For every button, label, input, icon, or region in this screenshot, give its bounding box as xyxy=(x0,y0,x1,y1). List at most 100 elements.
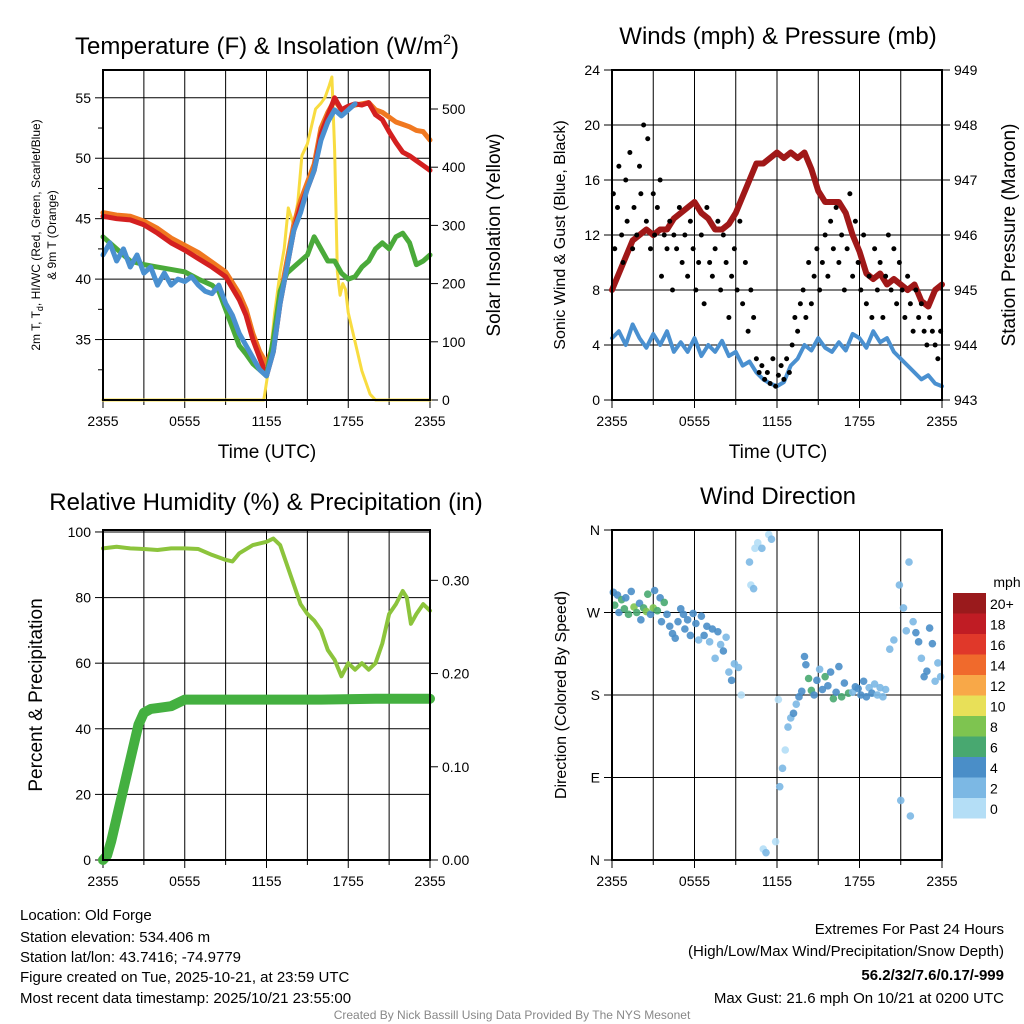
gust-point xyxy=(814,246,820,252)
y2-tick-label: 0 xyxy=(442,392,450,408)
gust-point xyxy=(885,232,891,238)
wind-direction-point xyxy=(771,837,780,846)
y-tick-label: 16 xyxy=(584,172,600,188)
legend-swatch xyxy=(953,675,986,696)
x-tick-label: 2355 xyxy=(414,873,445,889)
gust-point xyxy=(888,287,894,293)
y2-tick-label: 943 xyxy=(954,392,978,408)
extremes-values: 56.2/32/7.6/0.17/-999 xyxy=(861,967,1004,984)
y-tick-label: 55 xyxy=(75,90,91,106)
gust-point xyxy=(737,218,743,224)
x-tick-label: 2355 xyxy=(596,413,627,429)
gust-point xyxy=(664,246,670,252)
wind-direction-point xyxy=(928,639,937,648)
y-tick-label: 0 xyxy=(592,392,600,408)
legend-label: 10 xyxy=(990,699,1006,715)
y-axis-label: Percent & Precipitation xyxy=(26,598,47,791)
panel-wind-direction: Wind Direction Direction (Colored By Spe… xyxy=(553,483,1021,799)
wind-direction-point xyxy=(692,619,700,628)
station-info: Location: Old Forge Station elevation: 5… xyxy=(20,907,351,1007)
gust-point xyxy=(789,342,795,348)
wind-direction-point xyxy=(665,622,674,631)
extremes-legend: (High/Low/Max Wind/Precipitation/Snow De… xyxy=(688,943,1004,960)
wind-direction-point xyxy=(906,812,915,820)
gust-point xyxy=(836,260,842,265)
gust-point xyxy=(850,273,856,279)
wind-direction-point xyxy=(719,647,728,655)
gust-point xyxy=(759,363,765,369)
y-tick-label: S xyxy=(591,687,600,703)
gust-point xyxy=(740,301,746,307)
gust-point xyxy=(634,232,640,238)
gust-point xyxy=(916,315,922,320)
series-line-hi-wc xyxy=(100,101,358,379)
wind-direction-point xyxy=(840,679,849,687)
y2-tick-label: 200 xyxy=(442,276,466,292)
x-tick-label: 2355 xyxy=(926,413,957,429)
legend-swatch xyxy=(953,757,986,778)
gust-point xyxy=(667,218,673,224)
y2-tick-label: 500 xyxy=(442,101,466,117)
gust-point xyxy=(913,287,919,293)
gust-point xyxy=(786,370,792,375)
wind-direction-point xyxy=(789,709,798,718)
wind-direction-point xyxy=(683,616,692,624)
wind-direction-point xyxy=(660,598,669,607)
x-tick-label: 0555 xyxy=(679,413,710,429)
gust-point xyxy=(682,232,688,238)
y-tick-label: 20 xyxy=(584,117,600,133)
wind-direction-point xyxy=(671,634,680,642)
gust-point xyxy=(803,315,809,320)
gust-point xyxy=(841,287,847,293)
series-line-pressure xyxy=(609,149,945,310)
wind-direction-point xyxy=(804,674,813,683)
gust-point xyxy=(883,273,889,279)
gust-point xyxy=(927,315,933,320)
y-tick-label: 8 xyxy=(592,282,600,298)
wind-direction-point xyxy=(859,677,868,686)
wind-direction-point xyxy=(931,677,939,686)
legend-label: 4 xyxy=(990,760,998,776)
y-tick-label: 60 xyxy=(75,655,91,671)
gust-point xyxy=(734,287,740,293)
legend-label: 20+ xyxy=(990,596,1014,612)
wind-direction-point xyxy=(912,628,920,637)
wind-direction-point xyxy=(800,652,809,661)
legend-label: 12 xyxy=(990,678,1006,694)
y-tick-label: 4 xyxy=(592,337,600,353)
gust-point xyxy=(847,191,853,197)
wind-direction-point xyxy=(832,688,840,697)
gust-point xyxy=(657,177,663,183)
gust-point xyxy=(910,328,916,334)
gust-point xyxy=(696,260,702,265)
y2-tick-label: 948 xyxy=(954,117,978,133)
wind-direction-point xyxy=(821,672,829,681)
wind-direction-point xyxy=(643,590,652,598)
gust-point xyxy=(800,287,806,293)
gust-point xyxy=(894,301,900,307)
x-tick-label: 1155 xyxy=(251,873,281,889)
series-line-rh xyxy=(101,536,432,679)
gust-point xyxy=(631,205,637,210)
y-tick-label: N xyxy=(590,852,600,868)
wind-direction-point xyxy=(835,662,843,671)
panel-title: Winds (mph) & Pressure (mb) xyxy=(619,23,936,50)
gust-point xyxy=(641,122,647,128)
gust-point xyxy=(670,287,675,293)
wind-direction-point xyxy=(890,636,898,644)
wind-direction-point xyxy=(679,610,688,619)
gust-point xyxy=(623,177,629,183)
wind-direction-point xyxy=(837,693,846,701)
wind-direction-point xyxy=(917,654,926,663)
y-tick-label: W xyxy=(587,605,601,621)
wind-direction-point xyxy=(923,667,931,675)
legend-label: 6 xyxy=(990,740,998,756)
y-tick-label: 80 xyxy=(75,590,91,606)
legend-label: 16 xyxy=(990,637,1006,653)
y-tick-label: N xyxy=(590,522,600,538)
gust-point xyxy=(674,246,680,252)
gust-point xyxy=(637,163,642,169)
wind-direction-point xyxy=(674,617,682,626)
extremes-title: Extremes For Past 24 Hours xyxy=(815,921,1004,938)
